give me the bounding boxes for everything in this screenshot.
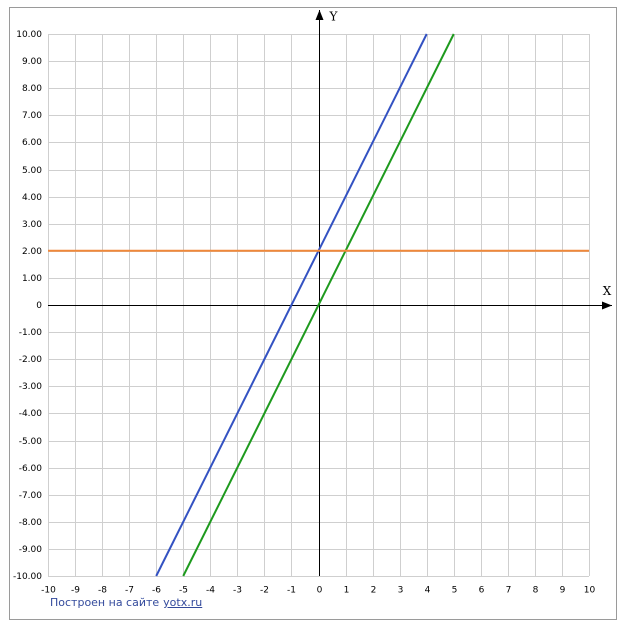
y-tick-label: 10.00 — [16, 30, 42, 40]
y-tick-label: -1.00 — [19, 328, 43, 338]
series-line — [182, 33, 455, 577]
x-tick-label: -6 — [152, 586, 161, 596]
y-tick-label: -9.00 — [19, 545, 43, 555]
site-link[interactable]: yotx.ru — [163, 596, 203, 609]
y-tick-label: 2.00 — [22, 247, 42, 257]
x-tick-label: 8 — [533, 586, 539, 596]
x-tick-label: 7 — [506, 586, 512, 596]
y-tick-label: -8.00 — [19, 518, 43, 528]
x-tick-label: 3 — [398, 586, 404, 596]
y-tick-label: 1.00 — [22, 274, 42, 284]
x-tick-label: 10 — [584, 586, 596, 596]
x-tick-label: -9 — [71, 586, 80, 596]
x-tick-label: 0 — [317, 586, 323, 596]
y-tick-label: -2.00 — [19, 355, 43, 365]
x-tick-label: -4 — [206, 586, 215, 596]
y-tick-label: 9.00 — [22, 57, 42, 67]
x-tick-label: -3 — [233, 586, 242, 596]
y-tick-label: -10.00 — [13, 572, 42, 582]
y-tick-label: 0 — [36, 301, 42, 311]
series-line — [155, 33, 428, 577]
x-tick-label: 2 — [371, 586, 377, 596]
y-tick-label: 8.00 — [22, 84, 42, 94]
x-tick-label: -2 — [260, 586, 269, 596]
x-tick-label: -10 — [41, 586, 56, 596]
x-tick-label: 9 — [560, 586, 566, 596]
y-tick-label: -7.00 — [19, 491, 43, 501]
x-tick-label: -5 — [179, 586, 188, 596]
y-tick-label: 5.00 — [22, 166, 42, 176]
y-axis-label: Y — [329, 10, 339, 24]
y-tick-label: 7.00 — [22, 111, 42, 121]
y-tick-label: -3.00 — [19, 382, 43, 392]
y-tick-label: -6.00 — [19, 464, 43, 474]
y-arrow — [315, 10, 324, 20]
x-tick-label: -1 — [287, 586, 296, 596]
x-tick-label: -8 — [98, 586, 107, 596]
x-tick-label: 1 — [344, 586, 350, 596]
y-tick-label: -4.00 — [19, 409, 43, 419]
x-tick-label: -7 — [125, 586, 134, 596]
y-tick-label: -5.00 — [19, 437, 43, 447]
x-tick-label: 6 — [479, 586, 485, 596]
footer: Построен на сайте yotx.ru — [50, 596, 202, 609]
frame — [9, 7, 617, 620]
y-tick-label: 4.00 — [22, 193, 42, 203]
x-tick-label: 4 — [425, 586, 431, 596]
x-axis-label: X — [603, 284, 612, 298]
y-tick-label: 6.00 — [22, 138, 42, 148]
x-tick-label: 5 — [452, 586, 458, 596]
footer-text: Построен на сайте — [50, 596, 160, 609]
y-tick-label: 3.00 — [22, 220, 42, 230]
x-arrow — [602, 301, 612, 310]
